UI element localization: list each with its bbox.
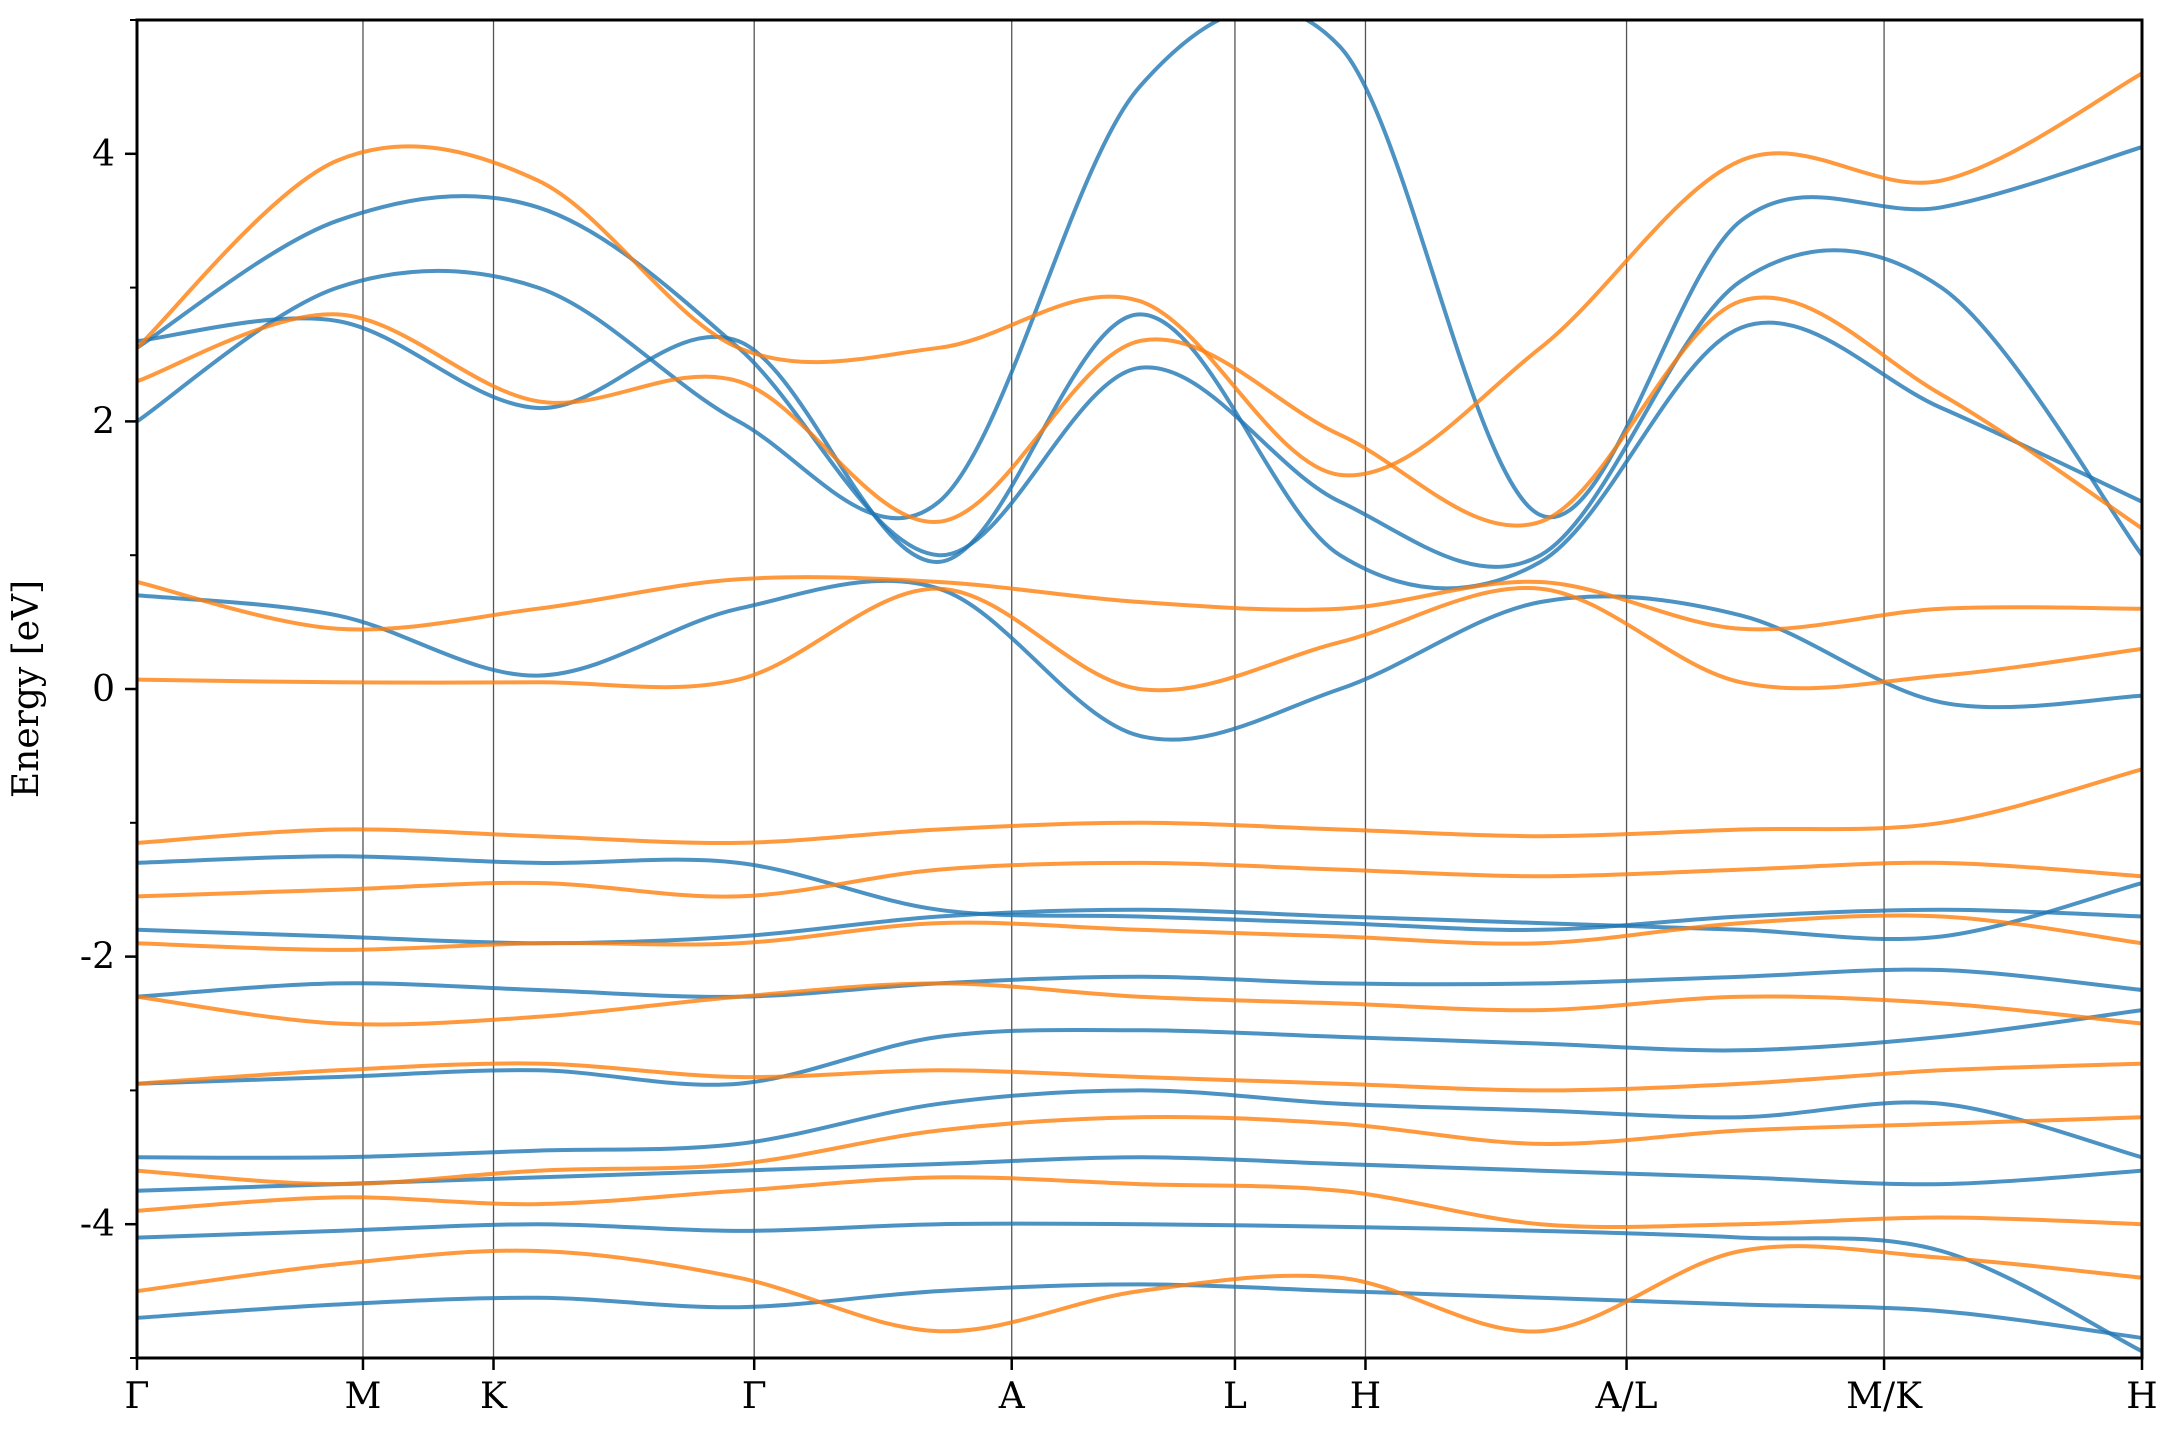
x-tick-label: M/K xyxy=(1846,1376,1923,1417)
y-tick-label: -2 xyxy=(80,937,115,978)
x-axis: Γ M K Γ A L H A/L M/K H xyxy=(125,1358,2158,1417)
y-tick-label: 2 xyxy=(92,401,115,442)
x-tick-label: L xyxy=(1223,1376,1247,1417)
x-tick-label: K xyxy=(480,1376,508,1417)
x-tick-label: Γ xyxy=(125,1376,150,1417)
blue-band-0 xyxy=(137,1282,2142,1340)
x-tick-label: Γ xyxy=(742,1376,767,1417)
orange-band-10 xyxy=(137,295,2142,531)
x-tick-label: H xyxy=(1350,1376,1381,1417)
y-tick-label: -4 xyxy=(80,1204,115,1245)
blue-band-1 xyxy=(137,1221,2142,1354)
orange-band-0 xyxy=(137,1244,2142,1334)
orange-band-2 xyxy=(137,1114,2142,1187)
blue-band-2 xyxy=(137,1155,2142,1193)
blue-band-7 xyxy=(137,854,2142,932)
blue-band-11 xyxy=(137,20,2142,520)
x-tick-label: A/L xyxy=(1595,1376,1658,1417)
orange-band-11 xyxy=(137,71,2142,478)
orange-band-8 xyxy=(137,586,2142,693)
blue-band-9 xyxy=(137,312,2142,591)
blue-band-4 xyxy=(137,1008,2142,1087)
blue-band-6 xyxy=(137,881,2142,946)
orange-band-5 xyxy=(137,913,2142,952)
y-axis-title: Energy [eV] xyxy=(6,580,47,798)
y-tick-label: 4 xyxy=(92,134,115,175)
orange-band-7 xyxy=(137,767,2142,846)
blue-band-5 xyxy=(137,967,2142,999)
high-symmetry-lines xyxy=(362,20,1885,1358)
x-tick-label: A xyxy=(998,1376,1026,1417)
band-lines xyxy=(137,20,2142,1354)
blue-band-3 xyxy=(137,1088,2142,1160)
orange-band-4 xyxy=(137,981,2142,1027)
orange-band-3 xyxy=(137,1061,2142,1093)
orange-band-6 xyxy=(137,860,2142,899)
x-tick-label: M xyxy=(345,1376,382,1417)
y-tick-label: 0 xyxy=(92,669,115,710)
orange-band-9 xyxy=(137,575,2142,632)
x-tick-label: H xyxy=(2126,1376,2157,1417)
y-axis: 4 2 0 -2 -4 xyxy=(80,19,137,1359)
blue-band-8 xyxy=(137,578,2142,742)
blue-band-10 xyxy=(137,194,2142,569)
orange-band-1 xyxy=(137,1175,2142,1229)
